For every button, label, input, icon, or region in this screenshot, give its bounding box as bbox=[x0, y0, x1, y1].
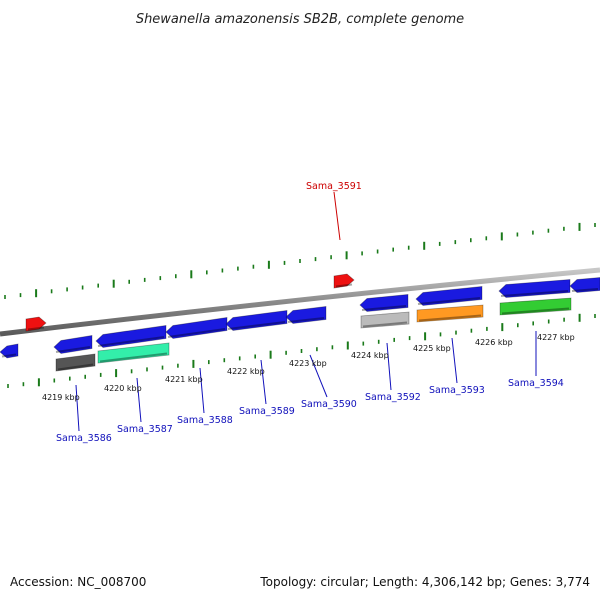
leader-sama-3587 bbox=[136, 377, 142, 423]
gene-arrow-left-edge[interactable] bbox=[0, 343, 19, 359]
gene-arrow-right-edge[interactable] bbox=[569, 277, 600, 293]
gene-arrow-sama-3592-top-shadow bbox=[361, 305, 407, 311]
gene-arrow-red-left[interactable] bbox=[25, 316, 47, 332]
leader-sama-3589 bbox=[260, 359, 267, 405]
genome-backbone bbox=[0, 267, 600, 337]
genome-summary-text: Topology: circular; Length: 4,306,142 bp… bbox=[259, 575, 590, 589]
gene-arrow-sama-3589-shadow bbox=[227, 321, 286, 330]
label-leader-lines bbox=[75, 191, 537, 432]
gene-label-sama-3590[interactable]: Sama_3590 bbox=[301, 399, 357, 410]
gene-arrow-right-edge-shadow bbox=[571, 288, 599, 292]
gene-label-sama-3588[interactable]: Sama_3588 bbox=[177, 415, 233, 426]
gene-arrow-sama-3586-top[interactable] bbox=[53, 335, 93, 354]
leader-sama-3586 bbox=[75, 384, 80, 432]
gene-arrow-sama-3587-shadow bbox=[99, 352, 168, 363]
scale-label-4223: 4223 kbp bbox=[289, 359, 327, 368]
gene-arrow-sama-3588-shadow bbox=[167, 328, 226, 338]
scale-label-4224: 4224 kbp bbox=[351, 351, 389, 360]
inner-tick-ring bbox=[7, 313, 596, 388]
gene-arrow-sama-3591-shadow bbox=[335, 283, 353, 288]
gene-label-sama-3593[interactable]: Sama_3593 bbox=[429, 385, 485, 396]
gene-arrow-sama-3590-shadow bbox=[287, 317, 325, 323]
gene-label-sama-3592[interactable]: Sama_3592 bbox=[365, 392, 421, 403]
gene-arrow-sama-3586-top-shadow bbox=[55, 346, 91, 353]
scale-label-4221: 4221 kbp bbox=[165, 375, 203, 384]
gene-arrow-sama-3590[interactable] bbox=[285, 306, 327, 324]
gene-arrow-sama-3593-shadow bbox=[418, 314, 482, 322]
gene-arrow-sama-3592-shadow bbox=[362, 321, 408, 328]
leader-sama-3592 bbox=[386, 342, 392, 391]
gene-arrow-sama-3593-top[interactable] bbox=[415, 286, 483, 306]
gene-label-sama-3587[interactable]: Sama_3587 bbox=[117, 424, 173, 435]
gene-arrow-red-left-shadow bbox=[27, 326, 45, 331]
scale-label-4225: 4225 kbp bbox=[413, 344, 451, 353]
leader-sama-3591 bbox=[333, 191, 341, 241]
map-title: Shewanella amazonensis SB2B, complete ge… bbox=[136, 12, 464, 27]
outer-tick-ring bbox=[4, 222, 596, 299]
gene-arrow-sama-3593-top-shadow bbox=[417, 297, 481, 305]
gene-arrow-sama-3594-shadow bbox=[501, 307, 570, 315]
gene-arrow-sama-3592-top[interactable] bbox=[359, 294, 409, 312]
gene-label-sama-3586[interactable]: Sama_3586 bbox=[56, 433, 112, 444]
leader-sama-3590 bbox=[309, 354, 328, 398]
gene-arrow-sama-3592[interactable] bbox=[360, 311, 410, 329]
gene-label-sama-3589[interactable]: Sama_3589 bbox=[239, 406, 295, 417]
gene-arrow-sama-3593[interactable] bbox=[416, 304, 484, 323]
gene-arrow-sama-3586-shadow bbox=[57, 363, 94, 371]
gene-features bbox=[0, 273, 600, 372]
scale-label-4219: 4219 kbp bbox=[42, 393, 80, 402]
gene-arrow-sama-3587-top-shadow bbox=[97, 336, 165, 347]
gene-arrow-left-edge-shadow bbox=[1, 353, 17, 358]
gene-arrow-sama-3586[interactable] bbox=[55, 353, 96, 372]
scale-label-4227: 4227 kbp bbox=[537, 333, 575, 342]
scale-label-4222: 4222 kbp bbox=[227, 367, 265, 376]
scale-label-4220: 4220 kbp bbox=[104, 384, 142, 393]
gene-label-sama-3594[interactable]: Sama_3594 bbox=[508, 378, 564, 389]
leader-sama-3588 bbox=[199, 367, 205, 414]
gene-label-sama-3591[interactable]: Sama_3591 bbox=[306, 181, 362, 192]
gene-arrow-sama-3594-top-shadow bbox=[500, 290, 569, 297]
leader-sama-3593 bbox=[451, 337, 458, 384]
scale-label-4226: 4226 kbp bbox=[475, 338, 513, 347]
gene-arrow-sama-3591[interactable] bbox=[333, 273, 355, 289]
gene-arrow-sama-3587[interactable] bbox=[97, 342, 170, 364]
gene-arrow-sama-3594[interactable] bbox=[499, 297, 572, 316]
accession-text: Accession: NC_008700 bbox=[10, 575, 146, 589]
